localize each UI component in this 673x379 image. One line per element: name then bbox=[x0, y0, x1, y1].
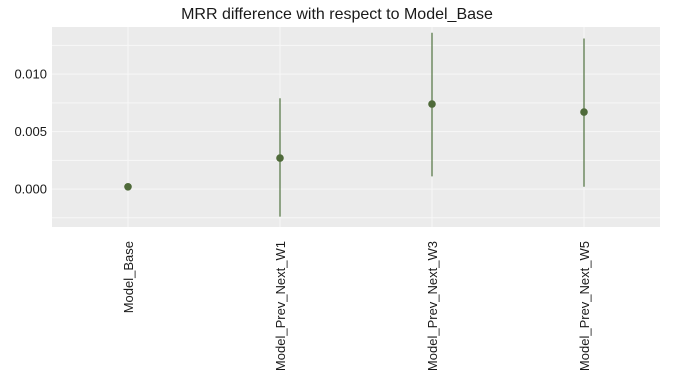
data-point bbox=[276, 154, 284, 162]
x-category-label: Model_Base bbox=[121, 241, 136, 313]
x-category-label: Model_Prev_Next_W3 bbox=[425, 241, 440, 371]
data-point bbox=[580, 108, 588, 116]
x-category-label: Model_Prev_Next_W1 bbox=[273, 241, 288, 371]
y-tick-label: 0.005 bbox=[14, 124, 47, 139]
plot-panel bbox=[52, 27, 660, 227]
data-points bbox=[124, 32, 588, 217]
y-axis-ticks: 0.000 0.005 0.010 bbox=[14, 67, 47, 197]
y-tick-label: 0.000 bbox=[14, 182, 47, 197]
y-tick-label: 0.010 bbox=[14, 67, 47, 82]
data-point bbox=[124, 182, 132, 191]
x-category-label: Model_Prev_Next_W5 bbox=[577, 241, 592, 371]
chart-title: MRR difference with respect to Model_Bas… bbox=[181, 6, 493, 23]
x-axis-ticks: Model_Base Model_Prev_Next_W1 Model_Prev_N… bbox=[121, 241, 592, 371]
data-point bbox=[428, 100, 436, 108]
